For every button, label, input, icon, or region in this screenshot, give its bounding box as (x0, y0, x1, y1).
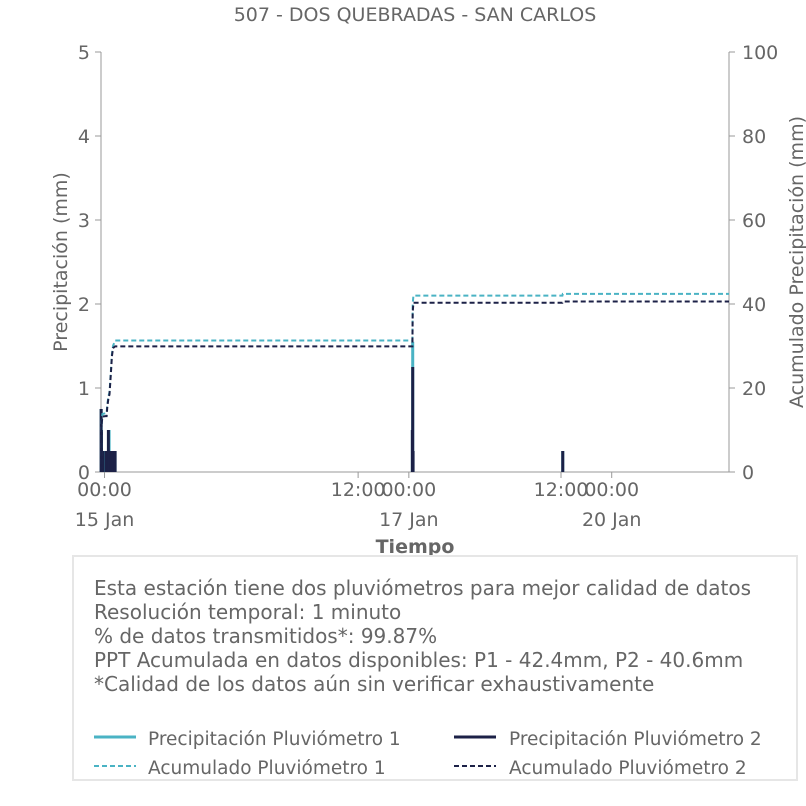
y-tick-label: 5 (78, 42, 90, 64)
y-tick-label: 0 (78, 462, 90, 484)
x-tick-label: 12:00 (331, 479, 386, 501)
x-tick-label: 00:00 (584, 479, 639, 501)
y-axis-label: Precipitación (mm) (50, 172, 72, 352)
y2-axis-label: Acumulado Precipitación (mm) (786, 116, 806, 408)
bar-precipitacion-pluviometro-2 (411, 367, 415, 472)
x-tick-label: 12:00 (534, 479, 589, 501)
y2-tick-label: 100 (742, 42, 778, 64)
precipitation-chart: 507 - DOS QUEBRADAS - SAN CARLOS 0 1 2 3 4 5 0 2… (50, 4, 806, 558)
bar-precipitacion-pluviometro-2 (113, 451, 117, 472)
legend-label-accum-p2: Acumulado Pluviómetro 2 (509, 758, 747, 779)
legend-label-accum-p1: Acumulado Pluviómetro 1 (148, 758, 386, 779)
legend-swatch-precip-p1 (94, 735, 136, 739)
line-acumulado-pluviometro-1 (100, 292, 729, 473)
info-line-stations: Esta estación tiene dos pluviómetros par… (94, 576, 752, 600)
chart-title: 507 - DOS QUEBRADAS - SAN CARLOS (234, 4, 597, 26)
info-line-quality-note: *Calidad de los datos aún sin verificar … (94, 672, 655, 696)
y2-tick-label: 40 (742, 294, 766, 316)
legend-swatch-accum-p2 (454, 765, 496, 767)
info-line-transmitted: % de datos transmitidos*: 99.87% (94, 624, 438, 648)
y2-tick-label: 0 (742, 462, 754, 484)
y-tick-label: 1 (78, 378, 90, 400)
y-tick-label: 4 (78, 126, 90, 148)
y-tick-label: 3 (78, 210, 90, 232)
info-line-resolution: Resolución temporal: 1 minuto (94, 600, 402, 624)
y-tick-label: 2 (78, 294, 90, 316)
bar-precipitacion-pluviometro-2 (101, 451, 105, 472)
legend-swatch-precip-p2 (454, 735, 496, 739)
y2-tick-label: 60 (742, 210, 766, 232)
x-tick-label: 00:00 (381, 479, 436, 501)
x-tick-sublabel: 15 Jan (75, 509, 135, 531)
info-line-accumulated: PPT Acumulada en datos disponibles: P1 -… (94, 648, 744, 672)
x-tick-sublabel: 17 Jan (379, 509, 439, 531)
y2-tick-label: 20 (742, 378, 766, 400)
bar-precipitacion-pluviometro-2 (111, 451, 115, 472)
line-acumulado-pluviometro-2 (100, 300, 729, 473)
x-tick-sublabel: 20 Jan (582, 509, 642, 531)
bar-precipitacion-pluviometro-2 (411, 451, 415, 472)
info-legend-box: Esta estación tiene dos pluviómetros par… (72, 555, 798, 781)
bar-precipitacion-pluviometro-2 (561, 451, 565, 472)
x-tick-label: 00:00 (77, 479, 132, 501)
bar-precipitacion-pluviometro-2 (104, 451, 108, 472)
legend-swatch-accum-p1 (94, 765, 136, 767)
legend-label-precip-p1: Precipitación Pluviómetro 1 (148, 729, 401, 750)
y2-tick-label: 80 (742, 126, 766, 148)
x-axis-label: Tiempo (376, 536, 455, 558)
legend-label-precip-p2: Precipitación Pluviómetro 2 (509, 729, 762, 750)
